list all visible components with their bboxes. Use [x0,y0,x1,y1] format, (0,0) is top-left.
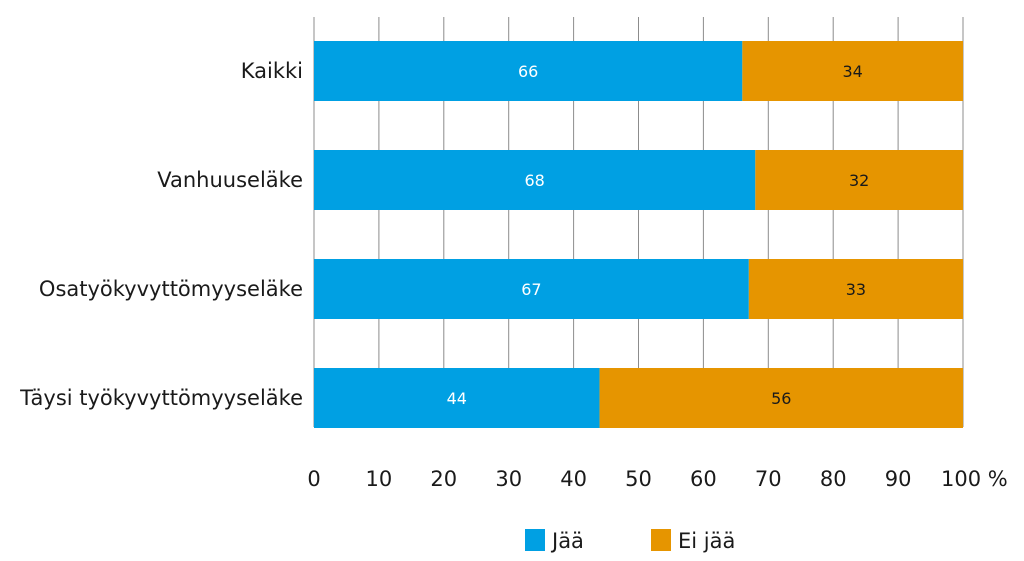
data-label: 44 [447,389,467,408]
bars [314,41,963,428]
data-label: 56 [771,389,791,408]
bar-jaa-0 [314,41,743,101]
x-tick-label: 40 [560,467,587,491]
category-label: Kaikki [241,59,303,83]
x-tick-label: 30 [495,467,522,491]
x-tick-label: 60 [690,467,717,491]
legend-swatch-ei-jaa [651,529,671,551]
bar-ei-jaa-2 [748,259,963,319]
labels: 0 10 20 30 40 50 60 70 80 90 100 % 66 34 Kaikki 68 32 Va… [19,59,1008,491]
x-tick-label: 80 [820,467,847,491]
data-label: 66 [518,62,538,81]
x-tick-label: 90 [885,467,912,491]
bar-jaa-1 [314,150,756,210]
x-tick-label: 70 [755,467,782,491]
x-tick-label: 20 [430,467,457,491]
x-tick-label: 0 [307,467,320,491]
x-tick-label: 10 [366,467,393,491]
legend: Jää Ei jää [525,529,735,553]
data-label: 67 [521,280,541,299]
category-label: Täysi työkyvyttömyyseläke [19,386,303,410]
data-label: 32 [849,171,869,190]
data-label: 34 [842,62,862,81]
bar-jaa-2 [314,259,749,319]
x-tick-label: 50 [625,467,652,491]
legend-swatch-jaa [525,529,545,551]
legend-label-ei-jaa: Ei jää [678,529,735,553]
x-tick-label: 100 % [941,467,1008,491]
bar-ei-jaa-3 [599,368,963,428]
data-label: 68 [524,171,544,190]
bar-jaa-3 [314,368,600,428]
bar-ei-jaa-1 [755,150,963,210]
bar-ei-jaa-0 [742,41,963,101]
category-label: Vanhuuseläke [157,168,303,192]
legend-label-jaa: Jää [550,529,584,553]
category-label: Osatyökyvyttömyyseläke [39,277,303,301]
data-label: 33 [846,280,866,299]
